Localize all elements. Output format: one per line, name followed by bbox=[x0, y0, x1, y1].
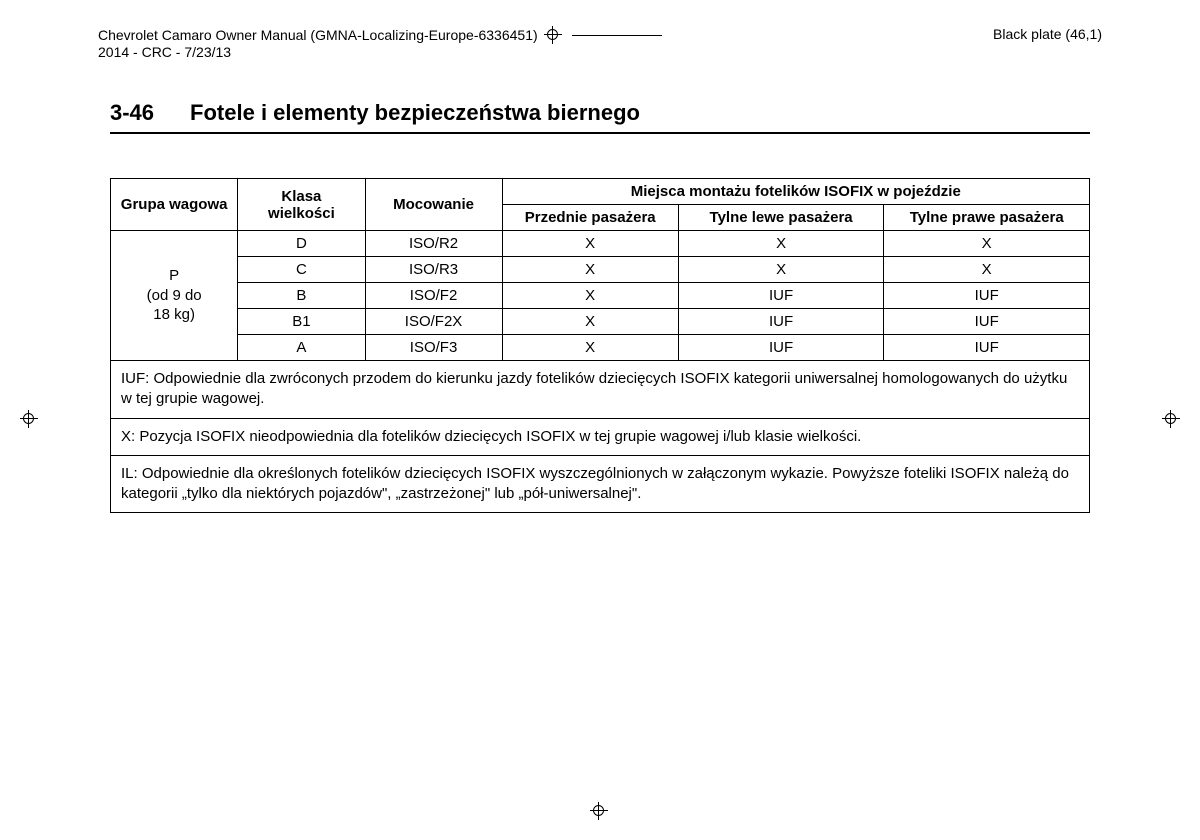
group-line3: 18 kg) bbox=[153, 306, 195, 323]
cell-size: C bbox=[238, 257, 365, 283]
header-rule bbox=[572, 35, 662, 36]
manual-title-line: Chevrolet Camaro Owner Manual (GMNA-Loca… bbox=[98, 27, 538, 43]
col-rear-left: Tylne lewe pasażera bbox=[678, 205, 884, 231]
manual-meta: Chevrolet Camaro Owner Manual (GMNA-Loca… bbox=[98, 26, 662, 60]
section-header: 3-46 Fotele i elementy bezpieczeństwa bi… bbox=[110, 100, 1090, 134]
table-row: BISO/F2XIUFIUF bbox=[111, 283, 1090, 309]
cell-rl: IUF bbox=[678, 309, 884, 335]
group-line1: P bbox=[169, 267, 179, 284]
cell-rl: IUF bbox=[678, 283, 884, 309]
col-size-class: Klasa wielkości bbox=[238, 179, 365, 231]
table-row: AISO/F3XIUFIUF bbox=[111, 335, 1090, 361]
cell-rr: IUF bbox=[884, 335, 1090, 361]
plate-label: Black plate (46,1) bbox=[993, 26, 1102, 60]
cell-front: X bbox=[502, 231, 678, 257]
cell-fixture: ISO/F2X bbox=[365, 309, 502, 335]
note-il: IL: Odpowiednie dla określonych fotelikó… bbox=[111, 455, 1090, 513]
col-front-pass: Przednie pasażera bbox=[502, 205, 678, 231]
cell-size: B1 bbox=[238, 309, 365, 335]
cell-rl: X bbox=[678, 257, 884, 283]
cell-rr: X bbox=[884, 257, 1090, 283]
crop-mark-icon bbox=[544, 26, 562, 44]
cell-front: X bbox=[502, 335, 678, 361]
table-header: Grupa wagowa Klasa wielkości Mocowanie M… bbox=[111, 179, 1090, 231]
cell-rr: IUF bbox=[884, 283, 1090, 309]
crop-mark-icon bbox=[1162, 410, 1180, 428]
crop-mark-icon bbox=[20, 410, 38, 428]
section-title: Fotele i elementy bezpieczeństwa bierneg… bbox=[190, 100, 640, 126]
cell-size: A bbox=[238, 335, 365, 361]
cell-fixture: ISO/R2 bbox=[365, 231, 502, 257]
col-fixture: Mocowanie bbox=[365, 179, 502, 231]
cell-size: D bbox=[238, 231, 365, 257]
cell-rl: IUF bbox=[678, 335, 884, 361]
note-x: X: Pozycja ISOFIX nieodpowiednia dla fot… bbox=[111, 418, 1090, 455]
crop-mark-icon bbox=[590, 802, 608, 820]
cell-front: X bbox=[502, 283, 678, 309]
table-notes: IUF: Odpowiednie dla zwróconych przodem … bbox=[111, 361, 1090, 513]
cell-front: X bbox=[502, 257, 678, 283]
table-row: P(od 9 do18 kg)DISO/R2XXX bbox=[111, 231, 1090, 257]
cell-front: X bbox=[502, 309, 678, 335]
note-iuf: IUF: Odpowiednie dla zwróconych przodem … bbox=[111, 361, 1090, 419]
cell-rr: X bbox=[884, 231, 1090, 257]
col-rear-right: Tylne prawe pasażera bbox=[884, 205, 1090, 231]
cell-fixture: ISO/R3 bbox=[365, 257, 502, 283]
group-cell: P (od 9 do 18 kg) bbox=[111, 231, 238, 361]
cell-rr: IUF bbox=[884, 309, 1090, 335]
print-header: Chevrolet Camaro Owner Manual (GMNA-Loca… bbox=[98, 26, 1102, 60]
col-positions-span: Miejsca montażu fotelików ISOFIX w pojeź… bbox=[502, 179, 1089, 205]
table-row: CISO/R3XXX bbox=[111, 257, 1090, 283]
group-line2: (od 9 do bbox=[147, 287, 202, 304]
cell-size: B bbox=[238, 283, 365, 309]
cell-fixture: ISO/F2 bbox=[365, 283, 502, 309]
cell-fixture: ISO/F3 bbox=[365, 335, 502, 361]
page-content: 3-46 Fotele i elementy bezpieczeństwa bi… bbox=[110, 100, 1090, 513]
cell-rl: X bbox=[678, 231, 884, 257]
col-group: Grupa wagowa bbox=[111, 179, 238, 231]
isofix-table: Grupa wagowa Klasa wielkości Mocowanie M… bbox=[110, 178, 1090, 513]
section-number: 3-46 bbox=[110, 100, 154, 126]
table-row: B1ISO/F2XXIUFIUF bbox=[111, 309, 1090, 335]
table-body: P(od 9 do18 kg)DISO/R2XXXCISO/R3XXXBISO/… bbox=[111, 231, 1090, 361]
manual-date-line: 2014 - CRC - 7/23/13 bbox=[98, 44, 662, 60]
